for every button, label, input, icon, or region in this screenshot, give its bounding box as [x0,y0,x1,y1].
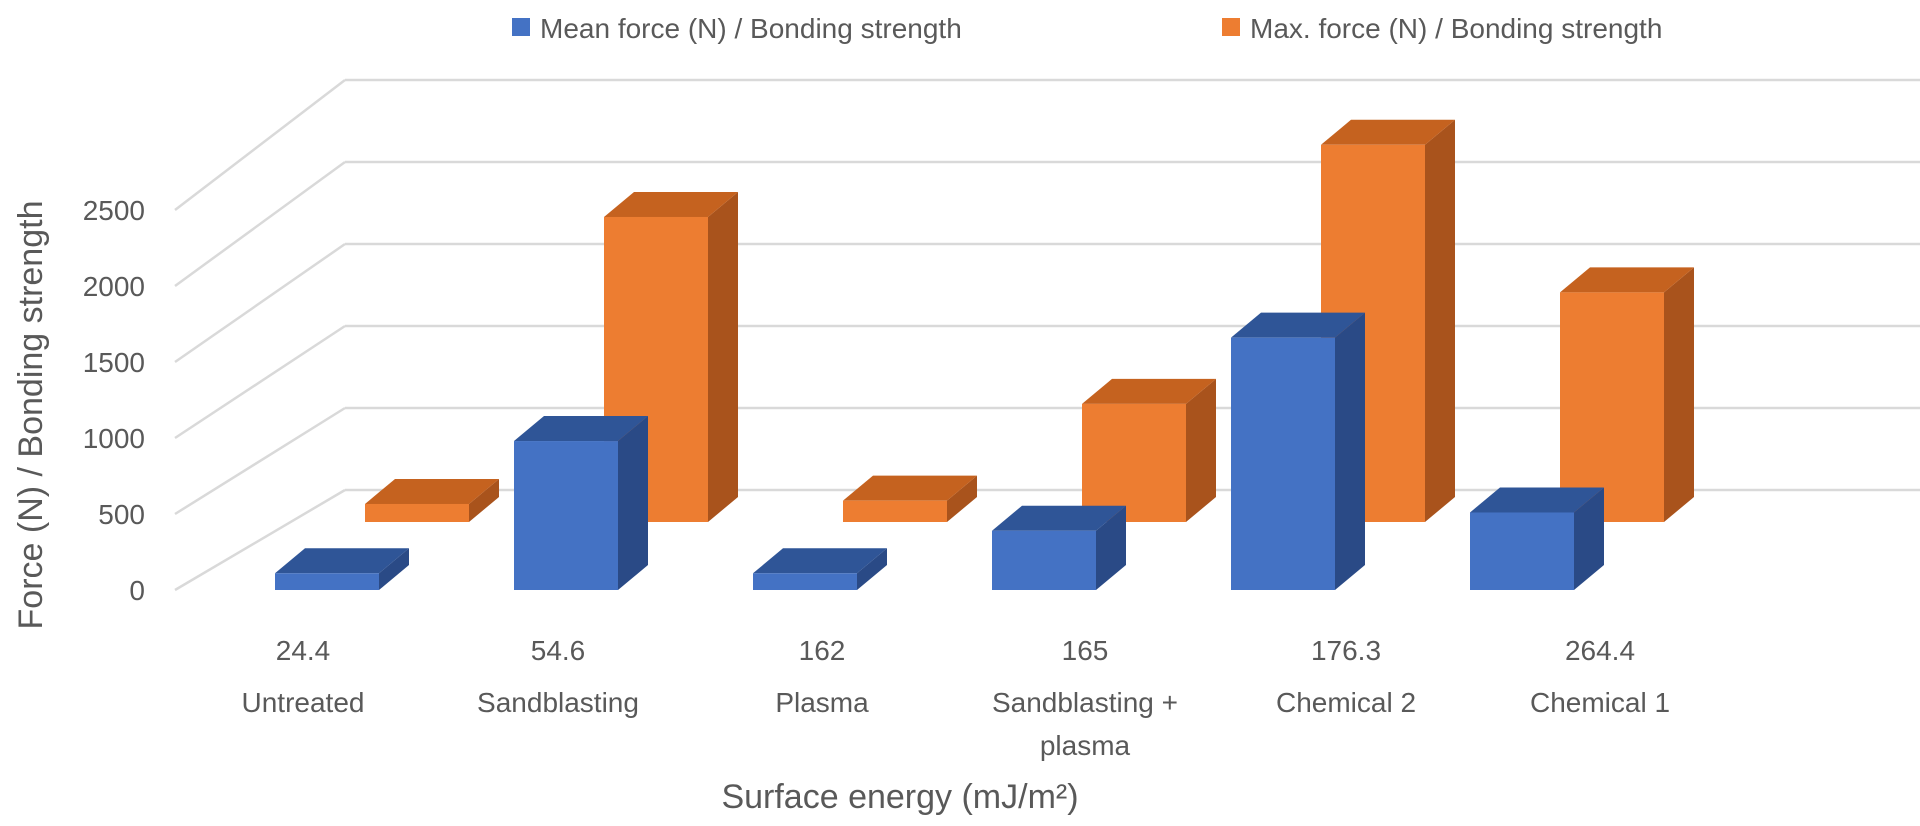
bar-max-2-side [947,475,977,522]
bar-mean-1-top [514,416,648,442]
x-tick-energy: 176.3 [1311,635,1381,666]
bar-max-5-front [1560,292,1664,522]
bar-mean-0-side [379,548,409,590]
bar-mean-3 [992,505,1126,590]
bar-mean-4-front [1231,337,1335,590]
bar-mean-3-side [1096,505,1126,590]
bar-max-5 [1560,267,1694,522]
bar-mean-0 [275,548,409,590]
y-axis-title: Force (N) / Bonding strength [12,201,50,630]
bar-max-0-side [469,478,499,522]
x-tick-category: Sandblasting [477,687,639,718]
bar-max-1-top [604,191,738,217]
gridline-depth [174,242,346,364]
bar-mean-5-top [1470,487,1604,513]
x-tick-energy: 162 [799,635,846,666]
bar-max-3-front [1082,403,1186,522]
bar-mean-4-top [1231,312,1365,338]
gridline-depth [174,324,346,440]
bar-max-4-top [1321,119,1455,145]
y-tick-label: 0 [129,575,145,606]
bar-max-2 [843,475,977,522]
bars [275,119,1694,590]
x-axis-title: Surface energy (mJ/m²) [721,778,1078,816]
bar-max-0-top [365,478,499,504]
bar-max-0 [365,478,499,522]
bar-mean-2-front [753,573,857,590]
y-tick-label: 500 [98,499,145,530]
bar-mean-5-side [1574,487,1604,590]
bar-mean-5 [1470,487,1604,590]
gridline-depth [174,488,346,592]
x-tick-energy: 264.4 [1565,635,1635,666]
bar-max-3 [1082,378,1216,522]
bar-mean-3-top [992,505,1126,531]
x-tick-energy: 54.6 [531,635,586,666]
bar-max-2-top [843,475,977,501]
legend-label-mean: Mean force (N) / Bonding strength [540,13,962,44]
bar-mean-0-top [275,548,409,574]
bar-mean-1 [514,416,648,590]
legend-swatch-max [1222,18,1240,36]
bar-mean-0-front [275,573,379,590]
bar-max-5-top [1560,267,1694,293]
bar-mean-5-front [1470,512,1574,590]
y-tick-label: 1000 [83,423,145,454]
bar-mean-2 [753,548,887,590]
x-tick-category: Chemical 1 [1530,687,1670,718]
x-tick-category: Plasma [775,687,869,718]
legend-swatch-mean [512,18,530,36]
x-tick-category: Untreated [242,687,365,718]
bar-mean-2-side [857,548,887,590]
bar-mean-1-front [514,441,618,590]
legend: Mean force (N) / Bonding strength Max. f… [512,13,1662,44]
bar-mean-4 [1231,312,1365,590]
gridline-depth [174,79,346,211]
x-tick-category: Chemical 2 [1276,687,1416,718]
x-tick-energy: 165 [1062,635,1109,666]
x-tick-energy: 24.4 [276,635,331,666]
bar-max-4-side [1425,119,1455,523]
bar-max-3-side [1186,378,1216,522]
x-tick-category: Sandblasting + [992,687,1178,718]
gridline-depth [174,406,346,516]
y-tick-label: 2000 [83,271,145,302]
bar-mean-3-front [992,530,1096,590]
gridline-depth [174,160,346,288]
y-axis-ticks: 0 500 1000 1500 2000 2500 [83,195,145,606]
bar-max-0-front [365,503,469,522]
bar-mean-2-top [753,548,887,574]
legend-label-max: Max. force (N) / Bonding strength [1250,13,1662,44]
y-tick-label: 2500 [83,195,145,226]
bar-mean-4-side [1335,312,1365,590]
x-axis-ticks: 24.4 Untreated 54.6 Sandblasting 162 Plasma 16… [242,635,1671,761]
y-tick-label: 1500 [83,347,145,378]
bar-max-5-side [1664,267,1694,522]
bar-mean-1-side [618,416,648,590]
x-tick-category: plasma [1040,730,1131,761]
bar-max-2-front [843,500,947,522]
bar-max-3-top [1082,378,1216,404]
bar-max-1-side [708,191,738,522]
